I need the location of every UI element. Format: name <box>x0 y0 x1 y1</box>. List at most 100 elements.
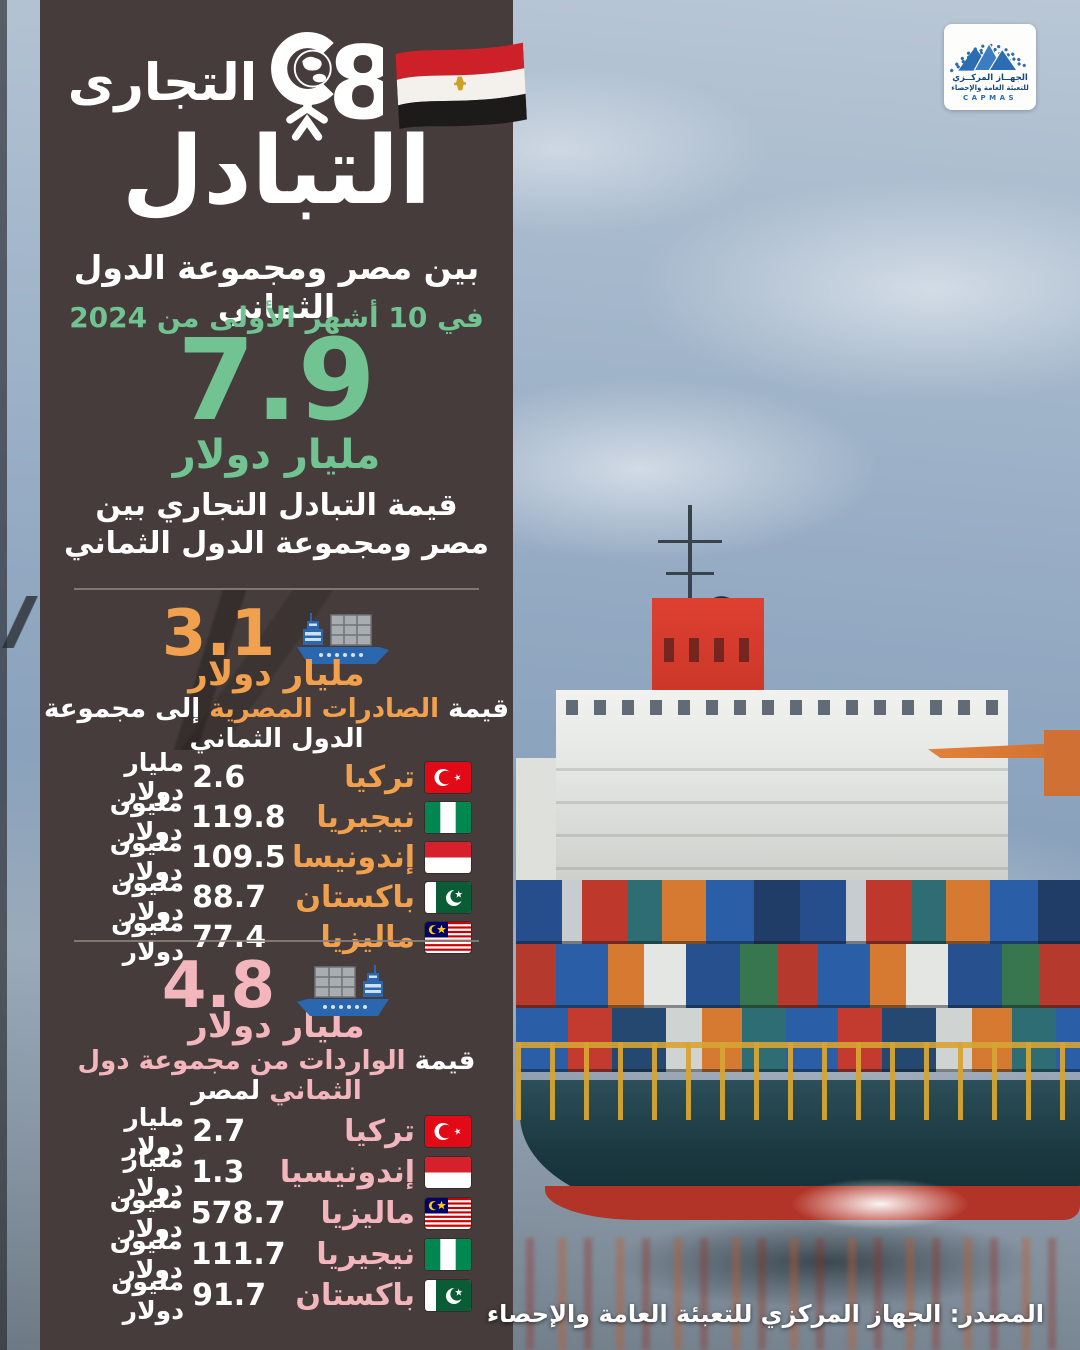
exports-caption-suffix: إلى مجموعة الدول الثماني <box>44 694 364 754</box>
flag-indonesia-icon <box>425 841 471 873</box>
container-row <box>516 944 1080 1008</box>
exports-caption-highlight: الصادرات المصرية <box>209 694 440 724</box>
total-caption: قيمة التبادل التجاري بين مصر ومجموعة الد… <box>40 487 513 564</box>
exports-section: 3.1 <box>40 600 513 966</box>
title-row: التجارى 8 <box>40 25 553 142</box>
total-caption-line1: قيمة التبادل التجاري بين <box>95 488 458 523</box>
title-word-exchange: التبادل <box>121 117 432 226</box>
container-row <box>516 880 1080 944</box>
import-row: نيجيريا 111.7 مليون دولار <box>40 1226 513 1284</box>
unit-label: مليار دولار <box>122 748 185 806</box>
ship-deck-lines <box>556 738 1008 882</box>
imports-caption-suffix: لمصر <box>191 1076 261 1106</box>
value-label: 88.7 <box>192 879 267 915</box>
country-label: نيجيريا <box>316 1237 415 1272</box>
unit-label: مليون دولار <box>109 788 183 846</box>
total-unit: مليار دولار <box>172 432 381 478</box>
flag-nigeria-icon <box>425 1239 471 1270</box>
value-label: 2.7 <box>192 1114 246 1149</box>
exports-headline: 3.1 <box>40 600 513 668</box>
flag-turkey-icon <box>425 761 471 793</box>
ship-mast <box>688 505 692 665</box>
imports-section: 4.8 <box>40 952 513 1325</box>
water-reflection <box>610 1216 1040 1308</box>
export-row: باكستان 88.7 مليون دولار <box>40 868 513 926</box>
capmas-subname-ar: للتعبئة العامة والإحصاء <box>951 83 1029 92</box>
imports-unit: مليار دولار <box>188 1006 365 1046</box>
source-label: المصدر: الجهاز المركزي للتعبئة العامة وا… <box>486 1300 1044 1328</box>
exports-value: 3.1 <box>161 597 276 671</box>
ship-funnel-vents <box>664 638 752 662</box>
export-row: إندونيسا 109.5 مليون دولار <box>40 828 513 886</box>
value-label: 77.4 <box>192 919 267 955</box>
country-label: ماليزيا <box>320 919 415 955</box>
egypt-flag-icon <box>395 40 528 129</box>
total-caption-line2: مصر ومجموعة الدول الثماني <box>64 526 489 562</box>
unit-label: مليون دولار <box>109 1184 183 1243</box>
capmas-name-en: CAPMAS <box>962 93 1018 102</box>
divider <box>74 940 479 942</box>
imports-caption-prefix: قيمة <box>414 1046 476 1076</box>
cargo-ship-icon <box>295 607 391 665</box>
subtitle: بين مصر ومجموعة الدول الثماني <box>73 248 480 326</box>
export-row: ماليزيا 77.4 مليون دولار <box>40 908 513 966</box>
import-row: إندونيسيا 1.3 مليار دولار <box>40 1144 513 1202</box>
unit-label: مليون دولار <box>111 1266 185 1325</box>
imports-caption-highlight: الواردات من مجموعة دول الثماني <box>77 1046 406 1106</box>
flag-nigeria-icon <box>425 801 471 833</box>
total-value: 7.9 <box>177 316 376 446</box>
value-label: 119.8 <box>190 799 286 835</box>
ship-bridge-windows <box>566 700 998 715</box>
value-label: 109.5 <box>190 839 286 875</box>
divider <box>74 588 479 590</box>
exports-caption-prefix: قيمة <box>448 694 509 724</box>
value-label: 1.3 <box>191 1155 245 1190</box>
capmas-name-ar: الجهــاز المركــزي <box>952 73 1028 83</box>
import-row: ماليزيا 578.7 مليون دولار <box>40 1185 513 1243</box>
exports-caption: قيمة الصادرات المصرية إلى مجموعة الدول ا… <box>40 694 513 754</box>
ship-lashing-bridges <box>516 1042 1080 1120</box>
country-label: باكستان <box>295 879 415 915</box>
unit-label: مليار دولار <box>122 1102 185 1161</box>
unit-label: مليون دولار <box>109 828 183 886</box>
imports-caption: قيمة الواردات من مجموعة دول الثماني لمصر <box>40 1046 513 1106</box>
cargo-ship-icon <box>295 959 391 1017</box>
imports-rows: تركيا 2.7 مليار دولار إندونيسيا 1.3 مليا… <box>40 1103 513 1325</box>
imports-headline: 4.8 <box>40 952 513 1020</box>
country-label: تركيا <box>344 759 415 795</box>
exports-rows: تركيا 2.6 مليار دولار نيجيريا 119.8 مليو… <box>40 748 513 966</box>
country-label: نيجيريا <box>316 799 415 835</box>
export-row: تركيا 2.6 مليار دولار <box>40 748 513 806</box>
flag-malaysia-icon <box>425 1198 471 1229</box>
bow-foam <box>790 1178 970 1230</box>
capmas-pyramids-icon <box>950 42 1030 73</box>
flag-turkey-icon <box>425 1116 471 1147</box>
water-streaks <box>500 1238 1080 1350</box>
value-label: 91.7 <box>192 1278 267 1313</box>
value-label: 578.7 <box>190 1196 286 1231</box>
exports-unit: مليار دولار <box>188 654 365 694</box>
country-label: ماليزيا <box>320 1196 415 1231</box>
value-label: 2.6 <box>192 759 246 795</box>
flag-pakistan-icon <box>425 1280 471 1311</box>
flag-indonesia-icon <box>425 1157 471 1188</box>
unit-label: مليون دولار <box>111 868 185 926</box>
ship-mast-crossbar <box>666 572 714 575</box>
import-row: باكستان 91.7 مليون دولار <box>40 1267 513 1325</box>
ship-mast-crossbar <box>658 540 722 543</box>
country-label: باكستان <box>295 1278 415 1313</box>
unit-label: مليون دولار <box>109 1225 183 1284</box>
unit-label: مليار دولار <box>121 1143 184 1202</box>
country-label: إندونيسا <box>292 839 415 875</box>
imports-value: 4.8 <box>161 949 276 1023</box>
flag-malaysia-icon <box>425 921 471 953</box>
import-row: تركيا 2.7 مليار دولار <box>40 1103 513 1161</box>
title-word-trade: التجارى <box>67 53 258 113</box>
info-panel: التجارى 8 <box>40 0 528 1350</box>
period-label: في 10 أشهر الأولى من 2024 <box>69 301 484 334</box>
ship-superstructure <box>556 690 1008 882</box>
capmas-logo: الجهــاز المركــزي للتعبئة العامة والإحص… <box>944 24 1036 110</box>
country-label: تركيا <box>344 1114 415 1149</box>
photo-edge <box>0 0 7 1350</box>
